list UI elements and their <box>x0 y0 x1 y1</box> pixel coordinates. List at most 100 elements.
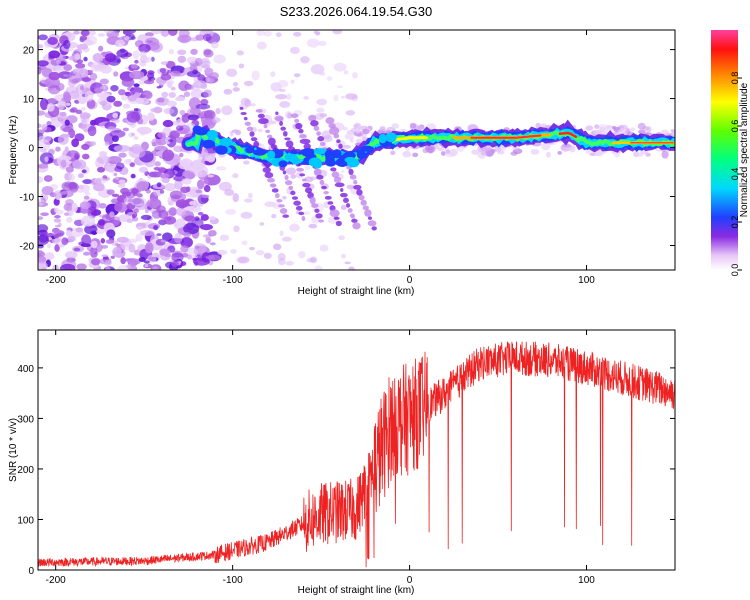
spectrogram-cell <box>437 147 444 151</box>
spectrogram-cell <box>91 231 97 235</box>
snr-xtick-label: -100 <box>223 575 243 586</box>
spectrogram-cell <box>180 245 189 253</box>
spectrogram-cell <box>187 114 199 121</box>
spectrogram-cell <box>211 117 221 123</box>
spectrogram-cell <box>116 236 129 243</box>
spectrogram-ytick-label: 0 <box>28 144 34 155</box>
spectrogram-cell <box>341 169 345 173</box>
spectrogram-cell <box>348 168 354 175</box>
spectrogram-cell <box>201 194 210 199</box>
spectrogram-cell <box>160 30 170 37</box>
spectrogram-cell <box>144 32 155 37</box>
spectrogram-cell <box>65 229 72 237</box>
spectrogram-cell <box>298 128 304 134</box>
spectrogram-cell <box>45 252 55 261</box>
spectrogram-ridge-node <box>300 148 315 157</box>
spectrogram-cell <box>97 92 112 99</box>
spectrogram-cell <box>471 149 480 155</box>
spectrogram-cell <box>87 125 97 137</box>
spectrogram-cell <box>259 222 265 226</box>
spectrogram-cell <box>618 124 628 130</box>
spectrogram-cell <box>263 124 268 129</box>
spectrogram-cell <box>194 57 203 67</box>
spectrogram-cell <box>243 160 250 165</box>
spectrogram-cell <box>234 129 242 136</box>
spectrogram-cell <box>316 174 324 180</box>
spectrogram-cell <box>207 78 215 83</box>
spectrogram-cell <box>140 94 147 98</box>
spectrogram-cell <box>362 128 370 135</box>
spectrogram-cell <box>215 108 221 115</box>
spectrogram-cell <box>114 201 123 211</box>
spectrogram-cell <box>162 232 173 242</box>
spectrogram-cell <box>48 71 61 81</box>
spectrogram-cell <box>180 186 190 194</box>
spectrogram-cell <box>192 257 198 261</box>
spectrogram-cell <box>81 153 90 160</box>
spectrogram-cell <box>127 198 135 203</box>
spectrogram-cell <box>293 73 301 78</box>
spectrogram-cell <box>412 152 419 158</box>
spectrogram-cell <box>203 178 209 185</box>
spectrogram-cell <box>176 207 187 217</box>
spectrogram-cell <box>47 36 58 45</box>
spectrogram-cell <box>593 151 600 157</box>
spectrogram-cell <box>409 122 417 129</box>
spectrogram-cell <box>98 151 106 157</box>
spectrogram-cell <box>200 159 205 164</box>
spectrogram-cell <box>131 188 139 194</box>
spectrogram-cell <box>114 176 120 180</box>
spectrogram-ridge-node <box>378 133 387 144</box>
spectrogram-cell <box>80 30 90 37</box>
snr-ytick-label: 400 <box>17 364 34 375</box>
spectrogram-cell <box>195 34 205 41</box>
spectrogram-cell <box>126 158 133 164</box>
spectrogram-cell <box>367 216 373 220</box>
spectrogram-cell <box>122 127 130 132</box>
spectrogram-cell <box>150 107 163 113</box>
spectrogram-cell <box>342 144 351 149</box>
spectrogram-cell <box>159 68 167 73</box>
spectrogram-cell <box>333 94 339 102</box>
spectrogram-cell <box>195 245 200 249</box>
spectrogram-cell <box>109 129 126 138</box>
spectrogram-cell <box>125 264 132 269</box>
spectrogram-cell <box>244 121 251 126</box>
spectrogram-cell <box>94 177 107 185</box>
spectrogram-cell <box>204 154 216 162</box>
spectrogram-cell <box>38 199 45 206</box>
spectrogram-cell <box>196 64 203 73</box>
spectrogram-cell <box>282 196 287 200</box>
spectrogram-cell <box>41 123 48 131</box>
spectrogram-cell <box>298 211 305 216</box>
spectrogram-cell <box>45 176 52 180</box>
spectrogram-cell <box>115 39 126 48</box>
spectrogram-cell <box>302 182 311 188</box>
spectrogram-cell <box>180 193 187 201</box>
spectrogram-cell <box>304 165 311 170</box>
spectrogram-cell <box>183 91 191 98</box>
spectrogram-cell <box>86 98 96 109</box>
spectrogram-ytick-label: -20 <box>20 242 35 253</box>
spectrogram-ridge-node <box>206 129 218 139</box>
spectrogram-cell <box>618 128 627 135</box>
spectrogram-cell <box>60 159 67 168</box>
spectrogram-cell <box>187 164 204 173</box>
spectrogram-cell <box>63 74 69 77</box>
spectrogram-cell <box>136 193 143 198</box>
spectrogram-cell <box>119 48 126 53</box>
spectrogram-cell <box>116 49 129 58</box>
spectrogram-cell <box>613 152 621 158</box>
spectrogram-cell <box>105 239 115 244</box>
spectrogram-cell <box>161 91 169 98</box>
spectrogram-cell <box>330 167 337 172</box>
spectrogram-cell <box>304 187 312 194</box>
spectrogram-cell <box>319 141 326 146</box>
spectrogram-cell <box>159 248 170 256</box>
spectrogram-cell <box>629 127 636 132</box>
spectrogram-cell <box>364 209 372 217</box>
spectrogram-cell <box>126 218 134 223</box>
spectrogram-cell <box>251 70 260 81</box>
spectrogram-cell <box>535 122 541 129</box>
spectrogram-cell <box>186 56 198 64</box>
